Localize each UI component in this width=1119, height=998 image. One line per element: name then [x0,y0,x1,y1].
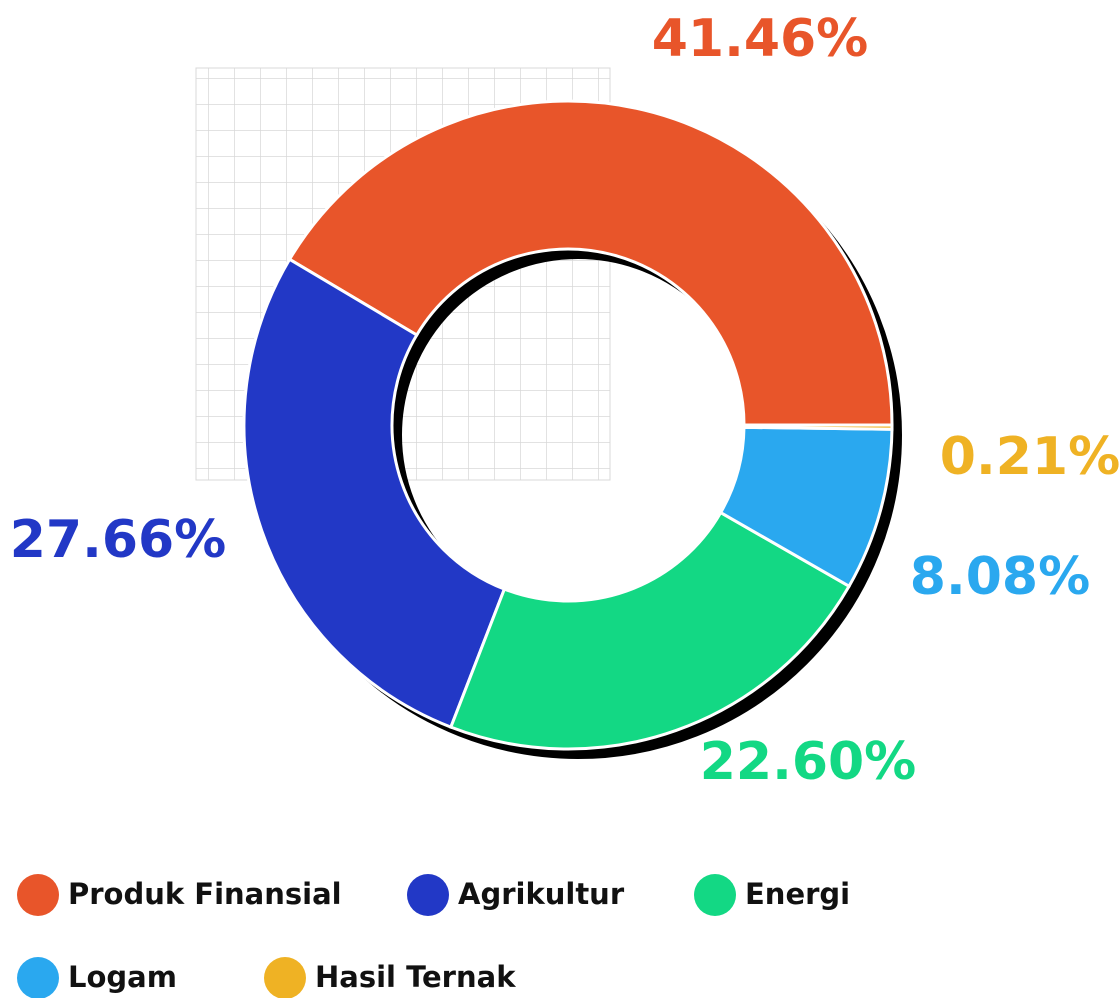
legend-label: Agrikultur [458,877,625,911]
legend-label: Logam [68,960,177,994]
value-label: 8.08% [910,547,1090,607]
chart: 41.46% 27.66% 22.60% 8.08% 0.21% Produk Fina… [0,0,1119,998]
legend-label: Produk Finansial [68,877,342,911]
legend-marker [407,874,449,916]
legend-label: Energi [745,877,850,911]
value-label: 0.21% [940,427,1119,487]
donut-segment [744,425,892,429]
value-label: 41.46% [652,9,869,69]
legend-marker [694,874,736,916]
value-label: 22.60% [700,732,917,792]
legend-marker [264,957,306,998]
legend-marker [17,874,59,916]
legend: Produk Finansial Agrikultur Energi Logam Has… [17,874,850,998]
value-label: 27.66% [10,510,227,570]
legend-marker [17,957,59,998]
legend-label: Hasil Ternak [315,960,516,994]
